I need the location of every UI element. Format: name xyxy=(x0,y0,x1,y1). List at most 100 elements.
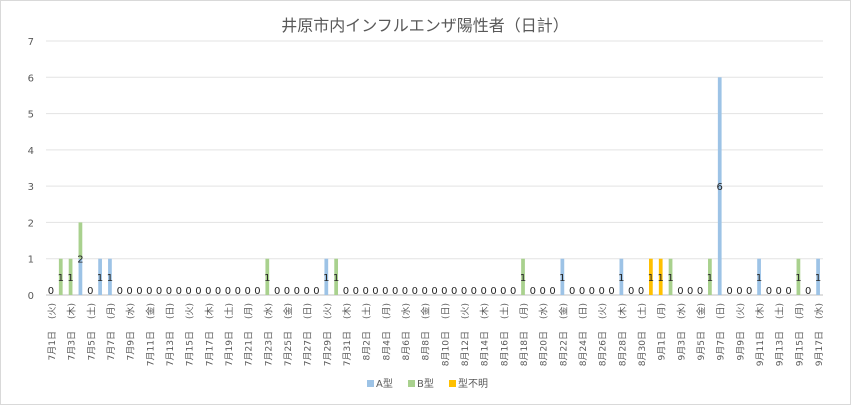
y-tick-label: 7 xyxy=(28,37,34,48)
bar-A型 xyxy=(619,258,624,295)
x-tick: (土) 8月2日 xyxy=(361,303,373,360)
x-tick-weekday: (土) xyxy=(636,303,648,319)
data-label: 0 xyxy=(372,286,378,297)
y-axis: 0 1 2 3 4 5 6 7 xyxy=(28,37,34,302)
x-tick-label: 7月21日 xyxy=(244,331,255,366)
data-label: 0 xyxy=(156,286,162,297)
data-label: 0 xyxy=(687,286,693,297)
data-label: 0 xyxy=(736,286,742,297)
data-label: 0 xyxy=(294,286,300,297)
x-tick: (月) 8月4日 xyxy=(381,303,392,360)
data-label: 0 xyxy=(726,286,732,297)
x-tick-label: 8月8日 xyxy=(421,331,432,360)
data-label: 0 xyxy=(117,286,123,297)
x-tick-weekday: (土) xyxy=(223,303,235,319)
bar-A型 xyxy=(816,258,820,295)
x-tick-weekday: (月) xyxy=(244,303,255,319)
x-tick-weekday: (木) xyxy=(203,303,215,319)
data-label: 1 xyxy=(107,273,113,284)
x-tick-weekday: (月) xyxy=(381,303,392,319)
x-tick-weekday: (火) xyxy=(185,303,196,319)
data-label: 0 xyxy=(785,286,791,297)
x-tick-label: 8月10日 xyxy=(440,331,451,366)
x-tick-weekday: (土) xyxy=(361,303,373,319)
x-tick-label: 8月26日 xyxy=(598,331,609,366)
data-label: 0 xyxy=(628,286,634,297)
y-tick-label: 6 xyxy=(28,73,34,84)
data-label: 0 xyxy=(146,286,152,297)
x-tick-label: 8月4日 xyxy=(381,331,392,360)
data-label: 0 xyxy=(176,286,182,297)
data-label: 0 xyxy=(303,286,309,297)
x-tick-label: 9月1日 xyxy=(657,331,668,360)
x-tick: (木) 8月28日 xyxy=(616,303,628,366)
data-label: 0 xyxy=(254,286,260,297)
data-label: 0 xyxy=(441,286,447,297)
data-label: 0 xyxy=(431,286,437,297)
data-label: 0 xyxy=(235,286,241,297)
x-tick-weekday: (土) xyxy=(85,303,97,319)
bar-B型 xyxy=(68,258,73,295)
x-tick-label: 7月7日 xyxy=(106,331,117,360)
data-label: 0 xyxy=(353,286,359,297)
bar-B型 xyxy=(265,258,270,295)
data-label: 1 xyxy=(97,273,103,284)
x-tick: (月) 7月7日 xyxy=(106,303,117,360)
x-tick-label: 9月7日 xyxy=(716,331,727,360)
data-label: 0 xyxy=(746,286,752,297)
legend: A型 B型 型不明 xyxy=(367,377,488,390)
x-tick: (金) 8月8日 xyxy=(420,303,432,360)
x-tick: (土) 9月13日 xyxy=(774,303,786,366)
x-tick-label: 7月3日 xyxy=(67,331,78,360)
x-tick-weekday: (月) xyxy=(794,303,805,319)
data-label: 0 xyxy=(579,286,585,297)
data-label: 0 xyxy=(284,286,290,297)
data-label: 0 xyxy=(244,286,250,297)
data-label: 0 xyxy=(451,286,457,297)
bar-A型 xyxy=(717,77,722,296)
x-tick: (金) 7月25日 xyxy=(282,303,294,366)
x-tick: (月) 8月18日 xyxy=(519,303,530,366)
data-label: 1 xyxy=(58,273,64,284)
x-tick-weekday: (土) xyxy=(498,303,510,319)
chart-title: 井原市内インフルエンザ陽性者（日計） xyxy=(281,16,569,35)
x-tick-weekday: (火) xyxy=(598,303,609,319)
x-tick-label: 7月19日 xyxy=(224,331,235,366)
x-tick-label: 7月23日 xyxy=(263,331,274,366)
data-label: 1 xyxy=(648,273,654,284)
data-label: 0 xyxy=(421,286,427,297)
data-label: 0 xyxy=(136,286,142,297)
gridlines xyxy=(46,40,823,296)
x-tick: (月) 9月1日 xyxy=(657,303,668,360)
x-tick: (金) 9月5日 xyxy=(695,303,707,360)
x-tick-label: 7月1日 xyxy=(47,331,58,360)
x-tick: (金) 7月11日 xyxy=(144,303,156,366)
x-tick-label: 9月9日 xyxy=(735,331,746,360)
x-tick-weekday: (水) xyxy=(125,303,137,319)
x-tick-label: 7月11日 xyxy=(145,331,156,366)
x-tick: (火) 9月9日 xyxy=(735,303,746,360)
x-tick-label: 7月25日 xyxy=(283,331,294,366)
x-tick-label: 8月22日 xyxy=(558,331,569,366)
data-label: 0 xyxy=(412,286,418,297)
data-label: 0 xyxy=(608,286,614,297)
data-label: 0 xyxy=(225,286,231,297)
x-tick: (水) 7月9日 xyxy=(125,303,137,360)
data-label: 0 xyxy=(185,286,191,297)
x-tick: (木) 7月3日 xyxy=(66,303,78,360)
data-label: 0 xyxy=(510,286,516,297)
x-tick-label: 9月5日 xyxy=(696,331,707,360)
x-tick-weekday: (木) xyxy=(479,303,491,319)
x-tick-weekday: (日) xyxy=(303,303,314,319)
x-tick-label: 7月13日 xyxy=(165,331,176,366)
data-label: 0 xyxy=(697,286,703,297)
data-label: 0 xyxy=(569,286,575,297)
x-tick: (水) 9月3日 xyxy=(675,303,687,360)
data-label: 1 xyxy=(559,273,565,284)
data-label: 0 xyxy=(490,286,496,297)
x-tick: (土) 8月30日 xyxy=(636,303,648,366)
bar-A型 xyxy=(560,258,565,295)
data-label: 0 xyxy=(638,286,644,297)
